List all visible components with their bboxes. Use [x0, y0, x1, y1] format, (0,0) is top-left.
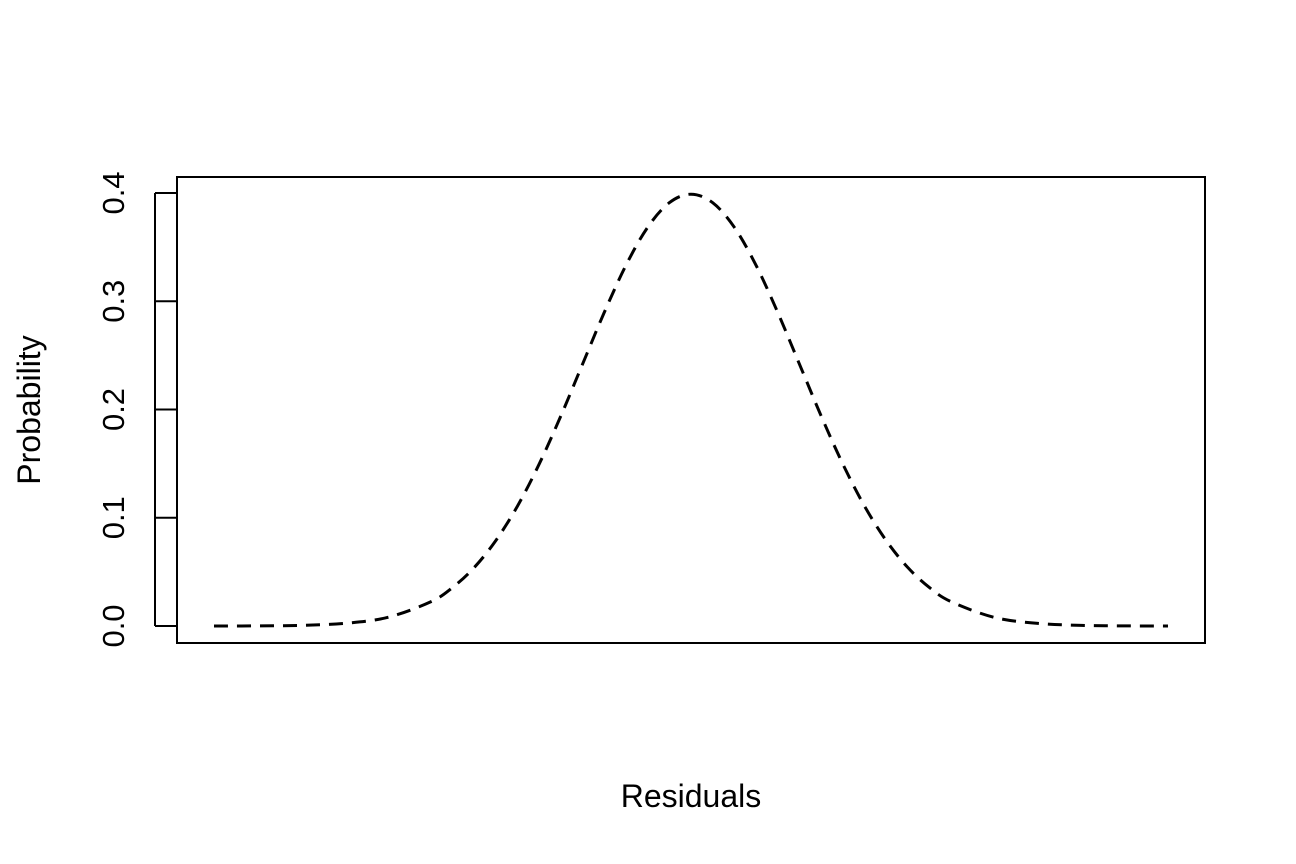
y-tick-label: 0.0 — [96, 604, 131, 647]
y-tick-label: 0.2 — [96, 388, 131, 431]
y-axis: 0.0 0.1 0.2 0.3 0.4 — [96, 171, 177, 648]
y-tick-label: 0.3 — [96, 280, 131, 323]
y-tick-label: 0.1 — [96, 496, 131, 539]
y-tick-label: 0.4 — [96, 171, 131, 214]
density-curve — [213, 192, 1169, 628]
plot-frame — [176, 176, 1206, 644]
x-axis-label: Residuals — [621, 778, 762, 814]
y-axis-label: Probability — [11, 335, 47, 484]
